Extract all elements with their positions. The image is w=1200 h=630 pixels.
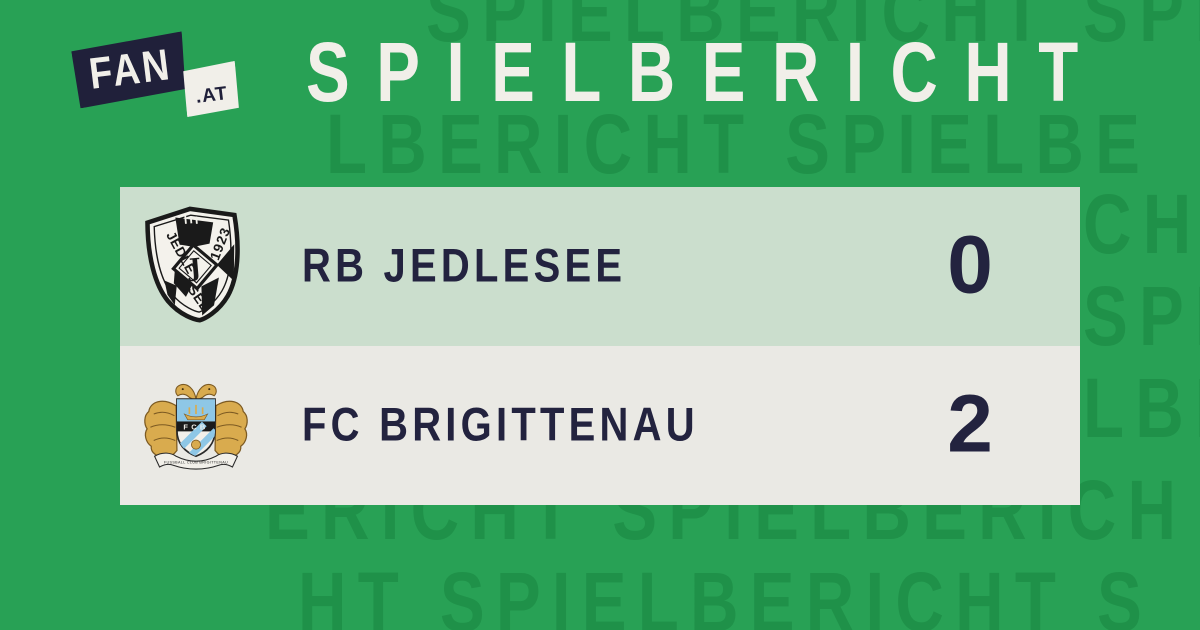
watermark-row: LBERICHT SPIELB (1083, 361, 1200, 455)
crest-initials: FCB (183, 422, 208, 431)
watermark-row: SPIELBERICHT SPIE (426, 0, 1200, 59)
away-team-score: 2 (947, 377, 993, 469)
watermark-row: SPIELBERICHT (1083, 269, 1200, 363)
page-title: SPIELBERICHT (306, 25, 1105, 119)
watermark-row: LBERICHT SPIELBE (326, 97, 1152, 191)
watermark-row: HT SPIELBERICHT S (298, 555, 1153, 630)
crest-initial: J (186, 252, 202, 282)
rb-jedlesee-crest-icon: J JEDLE SEE 1923 (145, 201, 245, 329)
fan-logo-box: FAN (71, 31, 190, 108)
home-team-name: RB JEDLESEE (302, 238, 627, 292)
fan-at-logo: FAN .AT (70, 28, 255, 128)
fc-brigittenau-crest-icon: FCB FUSSBALL CLUB BRIGITTENAU (138, 372, 254, 480)
watermark-row: CHT SPIELBERICHT (1083, 177, 1200, 271)
fan-logo-text: FAN (86, 40, 174, 99)
team-row-away: FCB FUSSBALL CLUB BRIGITTENAU FC BRIGITT… (120, 346, 1080, 505)
scoreboard-card: J JEDLE SEE 1923 RB JEDLESEE 0 (120, 187, 1080, 505)
home-team-score: 0 (947, 218, 993, 310)
away-team-name: FC BRIGITTENAU (302, 397, 699, 451)
team-row-home: J JEDLE SEE 1923 RB JEDLESEE 0 (120, 187, 1080, 346)
crest-banner-text: FUSSBALL CLUB BRIGITTENAU (164, 461, 228, 465)
at-logo-box: .AT (181, 61, 241, 117)
at-logo-text: .AT (194, 83, 230, 108)
